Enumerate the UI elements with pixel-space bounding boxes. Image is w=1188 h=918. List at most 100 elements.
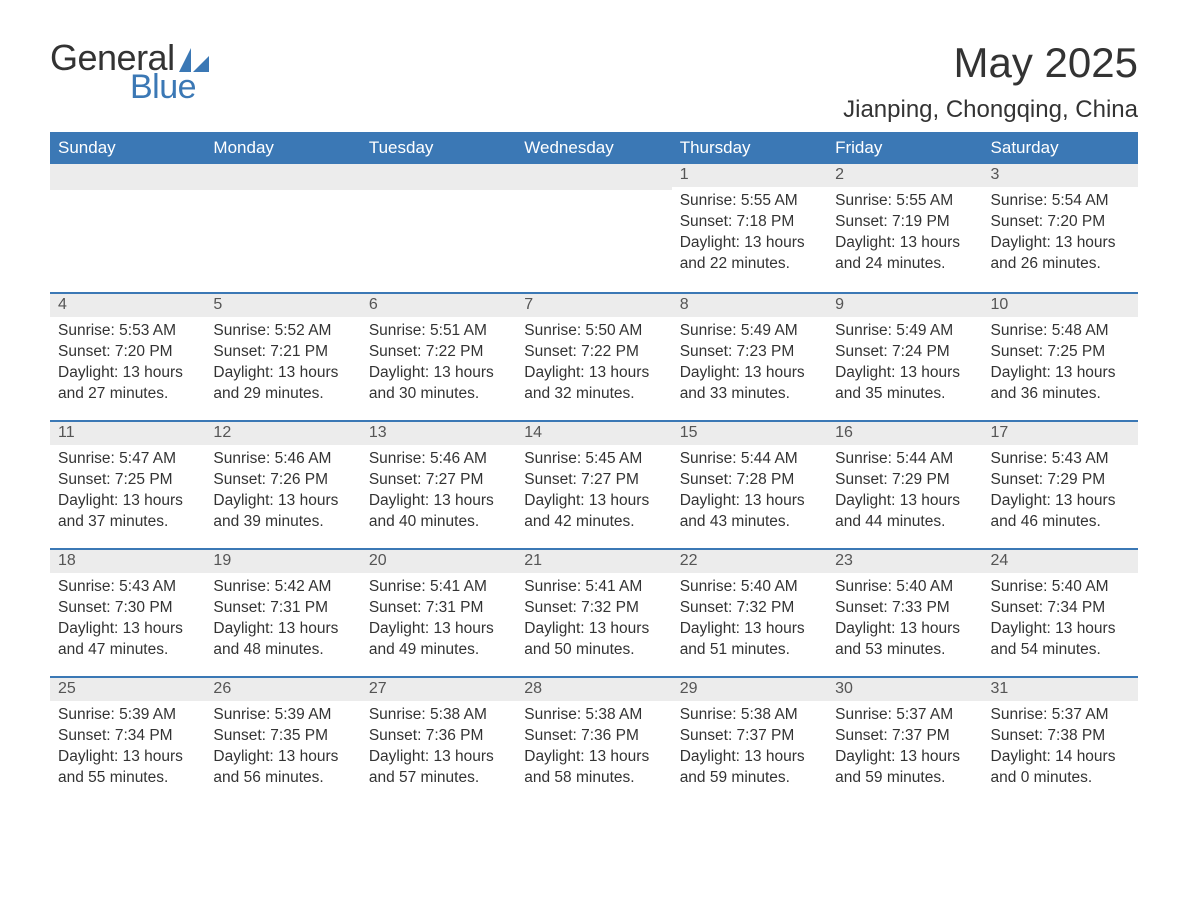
day-number: 30	[827, 678, 982, 701]
weekday-header: Thursday	[672, 132, 827, 164]
daylight-line: Daylight: 13 hours and 48 minutes.	[213, 619, 352, 661]
calendar-day-cell: 22Sunrise: 5:40 AMSunset: 7:32 PMDayligh…	[672, 548, 827, 676]
day-body: Sunrise: 5:55 AMSunset: 7:19 PMDaylight:…	[827, 187, 982, 281]
daylight-line: Daylight: 13 hours and 40 minutes.	[369, 491, 508, 533]
day-body: Sunrise: 5:40 AMSunset: 7:34 PMDaylight:…	[983, 573, 1138, 667]
daylight-line: Daylight: 13 hours and 57 minutes.	[369, 747, 508, 789]
daylight-line: Daylight: 13 hours and 26 minutes.	[991, 233, 1130, 275]
day-number: 22	[672, 550, 827, 573]
day-body: Sunrise: 5:54 AMSunset: 7:20 PMDaylight:…	[983, 187, 1138, 281]
sunrise-line: Sunrise: 5:46 AM	[369, 449, 508, 470]
sunrise-line: Sunrise: 5:46 AM	[213, 449, 352, 470]
calendar-day-cell: 9Sunrise: 5:49 AMSunset: 7:24 PMDaylight…	[827, 292, 982, 420]
sunrise-line: Sunrise: 5:44 AM	[835, 449, 974, 470]
sunset-line: Sunset: 7:38 PM	[991, 726, 1130, 747]
day-number: 4	[50, 294, 205, 317]
calendar-week-row: 4Sunrise: 5:53 AMSunset: 7:20 PMDaylight…	[50, 292, 1138, 420]
day-number: 18	[50, 550, 205, 573]
sunset-line: Sunset: 7:23 PM	[680, 342, 819, 363]
day-body: Sunrise: 5:38 AMSunset: 7:37 PMDaylight:…	[672, 701, 827, 795]
daylight-line: Daylight: 13 hours and 33 minutes.	[680, 363, 819, 405]
day-number: 27	[361, 678, 516, 701]
sunset-line: Sunset: 7:18 PM	[680, 212, 819, 233]
header: General Blue May 2025 Jianping, Chongqin…	[50, 40, 1138, 124]
day-body: Sunrise: 5:37 AMSunset: 7:38 PMDaylight:…	[983, 701, 1138, 795]
day-body: Sunrise: 5:46 AMSunset: 7:26 PMDaylight:…	[205, 445, 360, 539]
sunrise-line: Sunrise: 5:45 AM	[524, 449, 663, 470]
calendar-day-cell: 2Sunrise: 5:55 AMSunset: 7:19 PMDaylight…	[827, 164, 982, 292]
calendar-day-cell: 13Sunrise: 5:46 AMSunset: 7:27 PMDayligh…	[361, 420, 516, 548]
daylight-line: Daylight: 13 hours and 59 minutes.	[680, 747, 819, 789]
title-block: May 2025 Jianping, Chongqing, China	[843, 40, 1138, 124]
calendar-week-row: 25Sunrise: 5:39 AMSunset: 7:34 PMDayligh…	[50, 676, 1138, 804]
calendar-header-row: SundayMondayTuesdayWednesdayThursdayFrid…	[50, 132, 1138, 164]
daylight-line: Daylight: 13 hours and 56 minutes.	[213, 747, 352, 789]
day-number: 1	[672, 164, 827, 187]
sunset-line: Sunset: 7:34 PM	[58, 726, 197, 747]
sunset-line: Sunset: 7:28 PM	[680, 470, 819, 491]
sunrise-line: Sunrise: 5:41 AM	[369, 577, 508, 598]
day-number: 7	[516, 294, 671, 317]
calendar-empty-cell	[516, 164, 671, 292]
calendar-page: General Blue May 2025 Jianping, Chongqin…	[0, 0, 1188, 918]
day-number: 29	[672, 678, 827, 701]
daylight-line: Daylight: 13 hours and 44 minutes.	[835, 491, 974, 533]
calendar-week-row: 1Sunrise: 5:55 AMSunset: 7:18 PMDaylight…	[50, 164, 1138, 292]
sunrise-line: Sunrise: 5:37 AM	[835, 705, 974, 726]
daylight-line: Daylight: 13 hours and 22 minutes.	[680, 233, 819, 275]
daylight-line: Daylight: 13 hours and 49 minutes.	[369, 619, 508, 661]
calendar-day-cell: 1Sunrise: 5:55 AMSunset: 7:18 PMDaylight…	[672, 164, 827, 292]
day-number	[516, 164, 671, 190]
day-number: 24	[983, 550, 1138, 573]
calendar-day-cell: 15Sunrise: 5:44 AMSunset: 7:28 PMDayligh…	[672, 420, 827, 548]
calendar-day-cell: 27Sunrise: 5:38 AMSunset: 7:36 PMDayligh…	[361, 676, 516, 804]
calendar-day-cell: 28Sunrise: 5:38 AMSunset: 7:36 PMDayligh…	[516, 676, 671, 804]
day-number: 21	[516, 550, 671, 573]
day-number	[205, 164, 360, 190]
sunset-line: Sunset: 7:21 PM	[213, 342, 352, 363]
weekday-header: Saturday	[983, 132, 1138, 164]
day-number: 8	[672, 294, 827, 317]
sunset-line: Sunset: 7:32 PM	[524, 598, 663, 619]
day-number: 11	[50, 422, 205, 445]
day-body: Sunrise: 5:45 AMSunset: 7:27 PMDaylight:…	[516, 445, 671, 539]
weekday-header: Friday	[827, 132, 982, 164]
day-body: Sunrise: 5:51 AMSunset: 7:22 PMDaylight:…	[361, 317, 516, 411]
daylight-line: Daylight: 13 hours and 24 minutes.	[835, 233, 974, 275]
calendar-day-cell: 7Sunrise: 5:50 AMSunset: 7:22 PMDaylight…	[516, 292, 671, 420]
day-number: 19	[205, 550, 360, 573]
day-body: Sunrise: 5:53 AMSunset: 7:20 PMDaylight:…	[50, 317, 205, 411]
sunset-line: Sunset: 7:37 PM	[835, 726, 974, 747]
sunrise-line: Sunrise: 5:42 AM	[213, 577, 352, 598]
daylight-line: Daylight: 13 hours and 51 minutes.	[680, 619, 819, 661]
sunrise-line: Sunrise: 5:47 AM	[58, 449, 197, 470]
day-body: Sunrise: 5:44 AMSunset: 7:28 PMDaylight:…	[672, 445, 827, 539]
sunset-line: Sunset: 7:20 PM	[58, 342, 197, 363]
day-body: Sunrise: 5:49 AMSunset: 7:24 PMDaylight:…	[827, 317, 982, 411]
sunrise-line: Sunrise: 5:55 AM	[835, 191, 974, 212]
calendar-day-cell: 3Sunrise: 5:54 AMSunset: 7:20 PMDaylight…	[983, 164, 1138, 292]
weekday-header: Monday	[205, 132, 360, 164]
weekday-header: Wednesday	[516, 132, 671, 164]
daylight-line: Daylight: 13 hours and 37 minutes.	[58, 491, 197, 533]
day-body: Sunrise: 5:41 AMSunset: 7:32 PMDaylight:…	[516, 573, 671, 667]
sunset-line: Sunset: 7:25 PM	[58, 470, 197, 491]
sunrise-line: Sunrise: 5:52 AM	[213, 321, 352, 342]
day-number: 23	[827, 550, 982, 573]
sunset-line: Sunset: 7:27 PM	[524, 470, 663, 491]
calendar-day-cell: 18Sunrise: 5:43 AMSunset: 7:30 PMDayligh…	[50, 548, 205, 676]
daylight-line: Daylight: 13 hours and 50 minutes.	[524, 619, 663, 661]
daylight-line: Daylight: 13 hours and 32 minutes.	[524, 363, 663, 405]
calendar-day-cell: 17Sunrise: 5:43 AMSunset: 7:29 PMDayligh…	[983, 420, 1138, 548]
day-number: 26	[205, 678, 360, 701]
calendar-day-cell: 30Sunrise: 5:37 AMSunset: 7:37 PMDayligh…	[827, 676, 982, 804]
day-body: Sunrise: 5:55 AMSunset: 7:18 PMDaylight:…	[672, 187, 827, 281]
day-number: 15	[672, 422, 827, 445]
sunrise-line: Sunrise: 5:43 AM	[58, 577, 197, 598]
day-number: 31	[983, 678, 1138, 701]
calendar-empty-cell	[50, 164, 205, 292]
sunrise-line: Sunrise: 5:38 AM	[369, 705, 508, 726]
calendar-empty-cell	[205, 164, 360, 292]
sunset-line: Sunset: 7:26 PM	[213, 470, 352, 491]
daylight-line: Daylight: 14 hours and 0 minutes.	[991, 747, 1130, 789]
